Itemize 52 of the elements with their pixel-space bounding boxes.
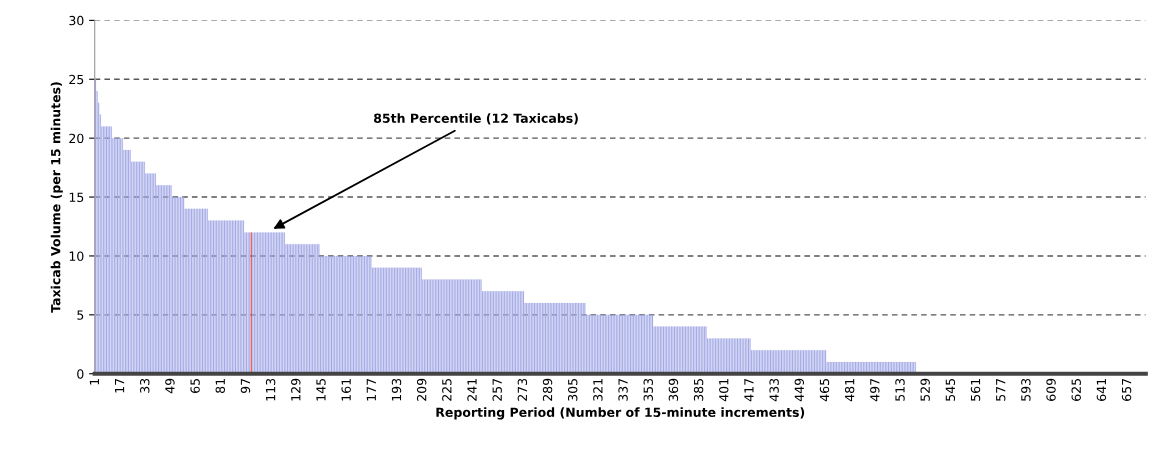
x-tick-label: 33 [140,378,150,393]
x-tick-label: 129 [291,378,301,401]
x-tick-label: 241 [467,379,477,401]
y-tick-label: 20 [69,133,84,144]
x-tick-label: 97 [240,378,251,394]
x-tick-label: 497 [870,378,880,402]
x-tick-label: 401 [719,379,729,402]
annotation: 85th Percentile (12 Taxicabs) [374,113,578,125]
x-tick-label: 449 [794,378,805,402]
x-tick-label: 17 [115,378,125,393]
x-tick-label: 273 [517,378,528,401]
y-tick-label: 0 [77,369,84,379]
x-tick-label: 641 [1096,379,1107,401]
x-tick-label: 177 [366,378,376,401]
x-tick-label: 289 [542,378,553,401]
x-tick-label: 193 [391,378,402,401]
x-tick-label: 65 [190,378,200,393]
x-tick-label: 513 [895,378,905,401]
y-axis-title: Taxicab Volume (per 15 minutes) [50,82,63,313]
x-tick-label: 545 [945,378,956,401]
x-tick-label: 625 [1071,378,1081,401]
x-tick-label: 81 [215,379,225,393]
x-tick-label: 225 [442,378,452,401]
y-tick-label: 25 [69,74,84,85]
x-tick-label: 145 [316,378,326,401]
x-tick-label: 49 [165,378,175,394]
y-tick-label: 10 [69,251,84,261]
x-tick-label: 577 [996,378,1006,401]
y-tick-label: 15 [69,192,84,202]
x-tick-label: 257 [492,378,502,401]
x-tick-label: 417 [744,378,754,402]
x-tick-label: 481 [844,379,855,402]
x-tick-label: 561 [970,379,981,401]
x-tick-label: 113 [265,378,276,401]
x-tick-label: 465 [819,378,830,402]
x-tick-label: 385 [693,378,704,401]
x-tick-label: 1 [89,379,99,385]
x-tick-label: 209 [416,378,427,401]
y-tick-label: 30 [69,15,84,26]
x-tick-label: 369 [668,378,679,401]
x-tick-label: 593 [1021,378,1031,401]
y-tick-label: 5 [77,310,84,320]
x-tick-label: 161 [341,379,351,401]
x-tick-label: 321 [593,379,603,401]
x-tick-label: 609 [1046,378,1056,401]
x-tick-label: 657 [1121,378,1132,401]
x-tick-label: 337 [618,378,628,401]
x-tick-label: 529 [920,378,930,401]
x-axis-title: Reporting Period (Number of 15-minute increments) [436,407,805,420]
x-tick-label: 353 [643,378,653,401]
x-tick-label: 433 [769,378,779,402]
x-tick-label: 305 [567,378,578,401]
